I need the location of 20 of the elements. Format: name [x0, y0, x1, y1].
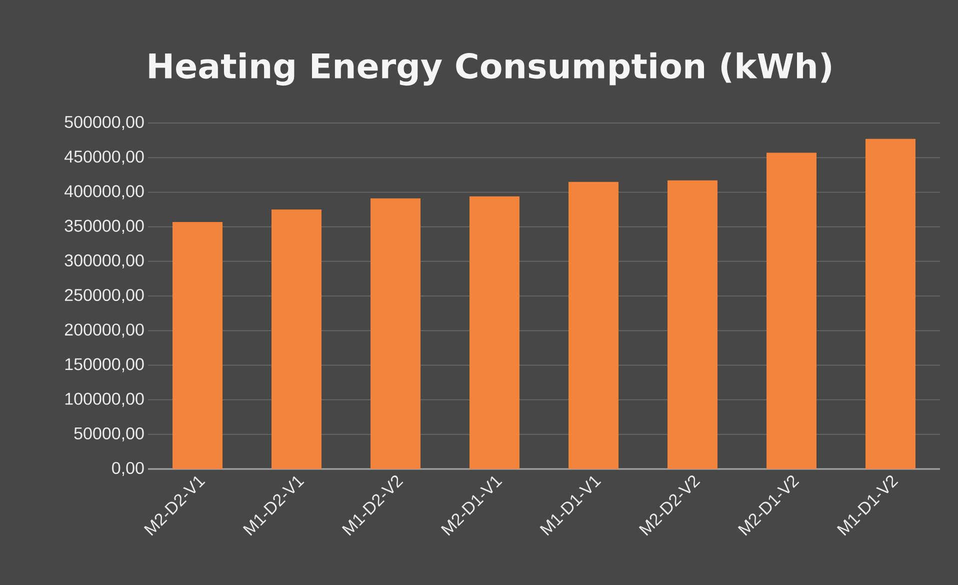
bar [172, 222, 223, 469]
bar [470, 196, 520, 469]
y-tick-label: 500000,00 [64, 116, 144, 130]
y-tick-label: 300000,00 [64, 254, 144, 268]
y-tick-label: 350000,00 [64, 220, 144, 234]
y-tick-label: 50000,00 [74, 427, 144, 442]
bar [370, 198, 420, 469]
chart-title: Heating Energy Consumption (kWh) [149, 52, 831, 86]
bar [865, 138, 916, 469]
bar [272, 209, 322, 469]
y-tick-label: 0,00 [112, 462, 144, 476]
bar [766, 152, 816, 469]
y-tick-label: 400000,00 [64, 185, 144, 200]
y-tick-label: 450000,00 [64, 150, 144, 165]
y-tick-label: 150000,00 [65, 358, 144, 372]
y-tick-label: 200000,00 [64, 324, 144, 338]
bar [568, 182, 618, 469]
bar [668, 180, 718, 469]
y-tick-label: 250000,00 [64, 288, 144, 304]
y-tick-label: 100000,00 [65, 392, 144, 407]
